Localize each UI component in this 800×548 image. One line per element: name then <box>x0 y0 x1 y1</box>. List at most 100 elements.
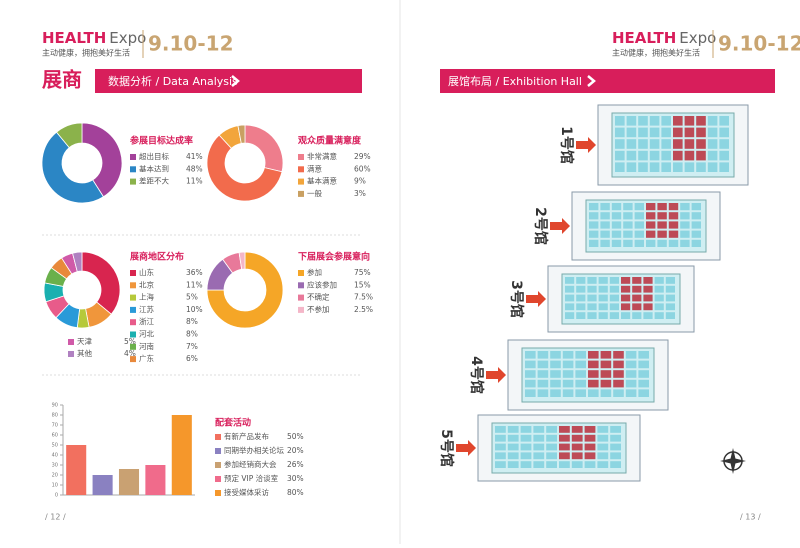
booth <box>589 239 599 247</box>
booth <box>610 461 621 468</box>
slice <box>81 251 121 315</box>
compass-needle <box>720 448 746 474</box>
booth <box>609 303 619 311</box>
booth <box>550 379 561 388</box>
booth <box>684 127 695 138</box>
booth <box>684 139 695 149</box>
legend-value: 7.5% <box>354 293 373 302</box>
legend-label: 广东 <box>139 353 154 363</box>
booth <box>638 150 648 161</box>
booth <box>575 370 586 378</box>
legend-label: 一般 <box>307 188 322 198</box>
booth <box>665 285 675 293</box>
booth <box>684 116 695 126</box>
booth <box>643 277 653 284</box>
legend-value: 48% <box>186 164 203 173</box>
booth <box>691 239 701 247</box>
booth <box>615 162 625 172</box>
hall-arrow <box>486 367 506 383</box>
legend-swatch <box>298 154 304 160</box>
booth <box>575 360 586 369</box>
booth <box>613 370 624 378</box>
booth <box>696 162 706 172</box>
booth <box>646 212 656 220</box>
bar <box>171 415 192 495</box>
legend-title: 下届展会参展意向 <box>298 251 370 263</box>
booth <box>495 426 506 433</box>
booth <box>584 426 596 433</box>
booth <box>649 116 660 126</box>
booth <box>657 230 667 238</box>
booth <box>610 426 621 433</box>
arrow <box>231 75 240 87</box>
legend-label: 河北 <box>139 330 154 339</box>
booth <box>609 277 619 284</box>
booth <box>587 277 597 284</box>
booth <box>626 162 637 172</box>
legend-label: 差距不大 <box>139 176 169 186</box>
bar <box>145 465 166 495</box>
y-tick-label: 30 <box>52 463 58 469</box>
booth <box>661 162 671 172</box>
legend-swatch <box>215 476 221 482</box>
booth <box>537 379 549 388</box>
booth <box>649 127 660 138</box>
legend-swatch <box>68 339 74 345</box>
booth <box>638 139 648 149</box>
booth <box>643 285 653 293</box>
section-title: 数据分析 / Data Analysis <box>108 74 238 88</box>
hall-arrow <box>550 218 570 234</box>
slice <box>206 251 284 329</box>
booth <box>562 360 574 369</box>
booth <box>571 452 583 460</box>
booth <box>597 434 609 442</box>
legend-value: 6% <box>186 354 198 363</box>
booth <box>609 285 619 293</box>
booth <box>611 230 622 238</box>
hall-arrow <box>576 137 596 153</box>
booth <box>668 239 679 247</box>
y-tick-label: 90 <box>52 403 58 409</box>
legend-value: 8% <box>186 317 198 326</box>
legend-label: 参加经销商大会 <box>224 459 277 469</box>
compass <box>720 448 746 474</box>
booth <box>562 379 574 388</box>
legend-label: 基本达到 <box>139 163 169 173</box>
booth <box>533 434 545 442</box>
y-tick-label: 40 <box>52 453 58 459</box>
legend-label: 同期举办相关论坛 <box>224 445 284 455</box>
booth <box>673 162 683 172</box>
legend-label: 参加 <box>307 267 322 277</box>
booth <box>571 443 583 451</box>
legend-swatch <box>130 331 136 338</box>
booth <box>600 370 612 378</box>
booth <box>576 277 586 284</box>
booth <box>507 426 519 433</box>
legend-value: 29% <box>354 152 371 161</box>
booth <box>525 360 536 369</box>
slice <box>72 251 83 273</box>
booth <box>537 370 549 378</box>
legend-label: 不确定 <box>307 292 330 302</box>
legend-value: 5% <box>186 293 198 302</box>
booth <box>575 389 586 397</box>
section-title: 展馆布局 / Exhibition Hall <box>448 74 582 88</box>
y-tick-label: 10 <box>52 483 58 489</box>
legend-value: 4% <box>124 349 136 358</box>
booth <box>668 221 679 229</box>
booth <box>665 312 675 319</box>
booth <box>589 230 599 238</box>
booth <box>654 303 664 311</box>
booth <box>632 294 642 302</box>
booth <box>588 360 599 369</box>
booth <box>680 221 690 229</box>
booth <box>600 389 612 397</box>
bar <box>118 469 140 495</box>
booth <box>621 303 631 311</box>
booth <box>661 116 671 126</box>
booth <box>598 303 608 311</box>
booth <box>643 312 653 319</box>
booth <box>657 221 667 229</box>
booth <box>533 443 545 451</box>
